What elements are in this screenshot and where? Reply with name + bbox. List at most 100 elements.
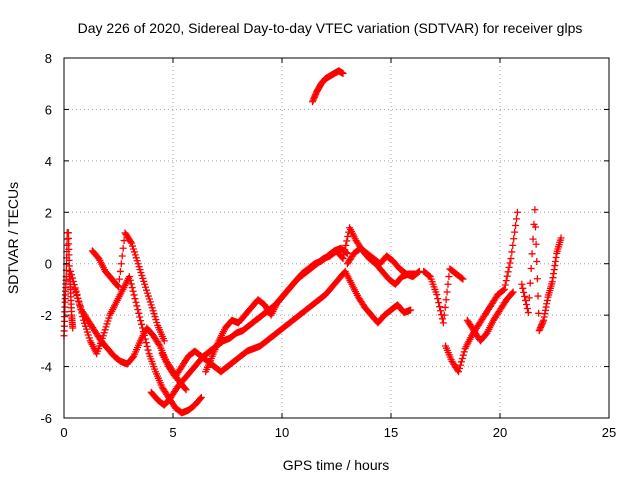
x-axis-label: GPS time / hours [283,457,390,473]
data-point [527,264,535,272]
data-point [438,315,446,323]
x-tick-label: 5 [169,425,176,440]
data-point [460,348,468,356]
y-tick-label: -2 [40,308,52,323]
y-axis-label: SDTVAR / TECUs [5,182,21,294]
series-arc-a [67,267,205,417]
data-point [457,358,465,366]
data-point [505,263,513,271]
x-tick-label: 25 [602,425,616,440]
data-point [196,395,204,403]
data-point [414,268,422,276]
plot-frame [63,57,610,419]
data-point [508,248,516,256]
data-point [197,393,205,401]
data-point [127,280,135,288]
data-point [510,235,518,243]
data-point [433,291,441,299]
data-point [118,252,126,260]
data-point [339,69,347,77]
data-point [125,273,133,281]
data-point [532,240,540,248]
data-point [504,268,512,276]
data-point [155,341,163,349]
data-point [534,292,542,300]
data-point [459,351,467,359]
x-tick-label: 10 [275,425,289,440]
data-point [138,320,146,328]
data-point [144,346,152,354]
y-tick-label: 6 [45,102,52,117]
data-point [522,296,530,304]
x-axis-ticks: 0 5 10 15 20 25 [60,58,616,440]
data-point [68,274,76,282]
data-point [499,286,507,294]
data-points [60,67,565,417]
y-tick-label: 4 [45,154,52,169]
data-point [116,267,124,275]
data-point [458,274,466,282]
data-point [69,277,77,285]
data-point [511,228,519,236]
data-point [343,249,351,257]
series-high-arc [309,67,347,106]
data-point [513,208,521,216]
data-point [69,324,77,332]
data-point [525,294,533,302]
x-tick-label: 15 [384,425,398,440]
data-point [135,309,143,317]
data-point [133,302,141,310]
data-point [343,237,351,245]
chart-title: Day 226 of 2020, Sidereal Day-to-day VTE… [78,20,583,36]
series-arc-e [158,267,415,381]
data-point [160,337,168,345]
data-point [503,272,511,280]
data-point [136,313,144,321]
data-point [502,277,510,285]
y-tick-label: 2 [45,205,52,220]
data-point [132,298,140,306]
data-point [459,275,467,283]
data-point [67,267,75,275]
data-point [557,234,565,242]
data-point [519,284,527,292]
data-point [134,306,142,314]
data-point [524,309,532,317]
data-point [523,305,531,313]
data-point [115,283,122,291]
data-point [535,309,543,317]
data-point [435,299,443,307]
data-point [434,295,442,303]
data-point [456,361,464,369]
data-point [520,288,528,296]
data-point [529,235,537,243]
data-point [340,250,348,258]
data-point [513,215,521,223]
data-point [117,260,125,268]
data-point [440,311,448,319]
data-point [445,273,453,281]
x-tick-label: 0 [60,425,67,440]
data-point [119,244,127,252]
data-point [533,275,541,283]
data-point [508,289,516,297]
series-late-cluster-d [518,206,565,335]
data-point [127,238,135,246]
data-point [512,222,520,230]
data-point [521,292,529,300]
y-tick-label: -4 [40,360,52,375]
data-point [526,279,534,287]
data-point [341,246,349,254]
y-tick-label: 8 [45,51,52,66]
data-point [501,281,509,289]
y-axis-ticks: -6 -4 -2 0 2 4 6 8 [40,51,609,426]
series-late-cluster-c [463,288,517,345]
data-point [441,303,449,311]
data-point [458,354,466,362]
data-point [455,368,463,376]
data-point [181,385,189,393]
data-point [339,255,347,263]
data-point [443,288,451,296]
data-point [437,307,445,315]
